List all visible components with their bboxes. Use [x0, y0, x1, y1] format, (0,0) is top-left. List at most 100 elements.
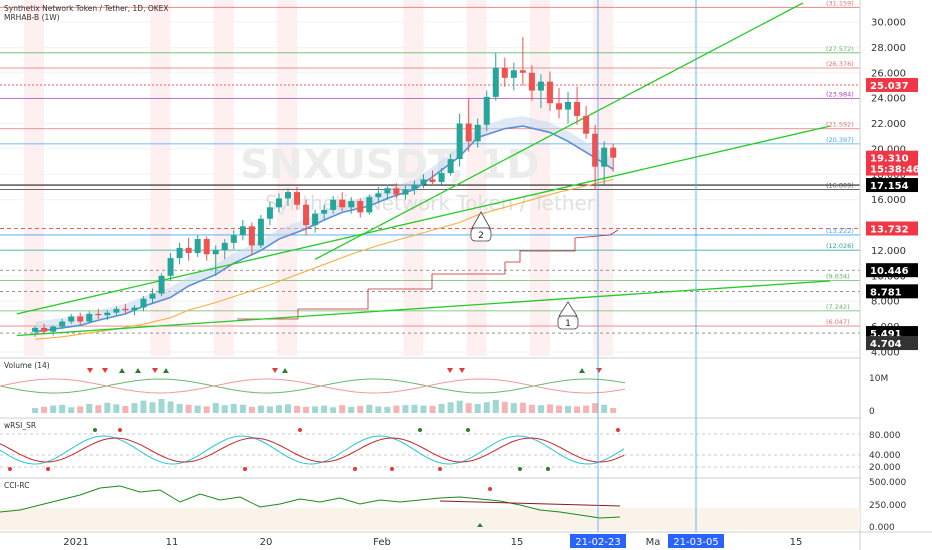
price-label-box [866, 263, 918, 278]
step-lines [237, 229, 619, 320]
volume-bar [248, 406, 255, 413]
candle-body [321, 209, 328, 214]
cci-signal-dot [488, 487, 492, 491]
price-tick: 12.000 [871, 246, 906, 257]
volume-bar [565, 406, 572, 413]
candle-body [546, 81, 553, 104]
price-label-box [866, 336, 918, 351]
moving-average-line [35, 178, 614, 340]
volume-bar [131, 403, 138, 413]
volume-bar [77, 406, 84, 413]
price-tick: 8.000 [871, 297, 900, 308]
price-label-box [866, 178, 918, 193]
candle-body [528, 72, 535, 91]
candle-body [239, 226, 246, 236]
price-label-text: 25.037 [870, 81, 909, 92]
rsi-signal-dot [353, 467, 357, 471]
volume-bar [348, 406, 355, 413]
candle-body [68, 316, 75, 322]
price-tick: 26.000 [871, 68, 906, 79]
volume-bar [149, 402, 156, 413]
candle-body [50, 326, 57, 332]
cci-tick: 250.000 [869, 501, 906, 511]
chart-indicator-line: MRHAB-B (1W) [4, 13, 60, 22]
volume-signal-marker [119, 368, 125, 373]
volume-bar [592, 403, 599, 413]
volume-bar [95, 405, 102, 413]
volume-bar [574, 406, 581, 413]
candle-body [456, 123, 463, 160]
volume-bar [483, 402, 490, 413]
rsi-signal-dot [390, 467, 394, 471]
volume-bar [366, 404, 373, 413]
volume-bar [303, 406, 310, 413]
price-tick: 16.000 [871, 195, 906, 206]
price-label-text: 8.781 [870, 287, 902, 298]
fib-level-label: (9.634) [826, 272, 850, 280]
volume-bar [357, 406, 364, 413]
time-label: Feb [373, 537, 391, 548]
price-label-text: 10.446 [870, 266, 909, 277]
candle-body [438, 173, 445, 182]
candle-body [285, 192, 291, 199]
volume-bar [411, 404, 418, 413]
volume-bar [429, 406, 436, 413]
rsi-pane [0, 428, 860, 471]
rsi-signal-dot [616, 428, 620, 432]
trend-lines[interactable] [16, 2, 831, 337]
volume-bar [176, 403, 183, 413]
candle-body [348, 200, 355, 208]
price-label-text: 17.154 [870, 181, 909, 192]
volume-bar [203, 406, 210, 413]
volume-bar [32, 408, 39, 413]
time-label: 2021 [63, 537, 88, 548]
candle-body [375, 193, 382, 198]
candle-body [131, 307, 138, 311]
callout-1-label: 1 [565, 319, 571, 329]
volume-signal-marker [152, 368, 158, 373]
time-highlight-box [668, 534, 724, 548]
volume-bar [59, 404, 66, 413]
rsi-signal-dot [418, 428, 422, 432]
volume-signal-marker [87, 368, 93, 373]
fib-level-label: (16.809) [826, 181, 854, 189]
callout-2[interactable]: 2 [470, 211, 492, 242]
highlight-band [403, 0, 424, 356]
volume-bar [86, 403, 93, 413]
candle-body [266, 207, 273, 219]
volume-bar [465, 403, 472, 413]
candle-body [32, 327, 39, 332]
candle-body [77, 316, 84, 322]
volume-bar [312, 406, 319, 413]
volume-bar [330, 407, 337, 413]
candle-body [411, 184, 418, 190]
volume-bar [257, 405, 264, 413]
candle-body [420, 179, 427, 185]
price-label-box [866, 221, 918, 236]
candle-body [402, 189, 409, 195]
volume-bar [221, 405, 228, 413]
fib-level-label: (7.242) [826, 303, 850, 311]
highlight-band [150, 0, 171, 356]
candle-body [357, 200, 364, 213]
candle-body [465, 123, 472, 142]
volume-bar [339, 405, 346, 413]
candle-body [140, 298, 147, 308]
rsi-signal-dot [8, 467, 12, 471]
volume-bar [285, 404, 291, 413]
rsi-signal-dot [46, 467, 50, 471]
volume-bar [104, 402, 111, 413]
callout-1[interactable]: 1 [557, 301, 579, 330]
volume-bar [194, 405, 201, 413]
time-axis[interactable]: 2021 11 20 Feb 15 Ma 15 21-02-23 21-03-0… [63, 534, 802, 548]
volume-signal-marker [447, 368, 453, 373]
volume-tick: 10M [869, 374, 888, 384]
price-label-box [866, 284, 918, 299]
rsi-signal-dot [438, 467, 442, 471]
candle-body [212, 250, 219, 255]
callout-2-label: 2 [478, 231, 484, 241]
watermark-ticker: SNXUSDT, 1D [240, 142, 539, 188]
cci-zone [0, 508, 860, 530]
